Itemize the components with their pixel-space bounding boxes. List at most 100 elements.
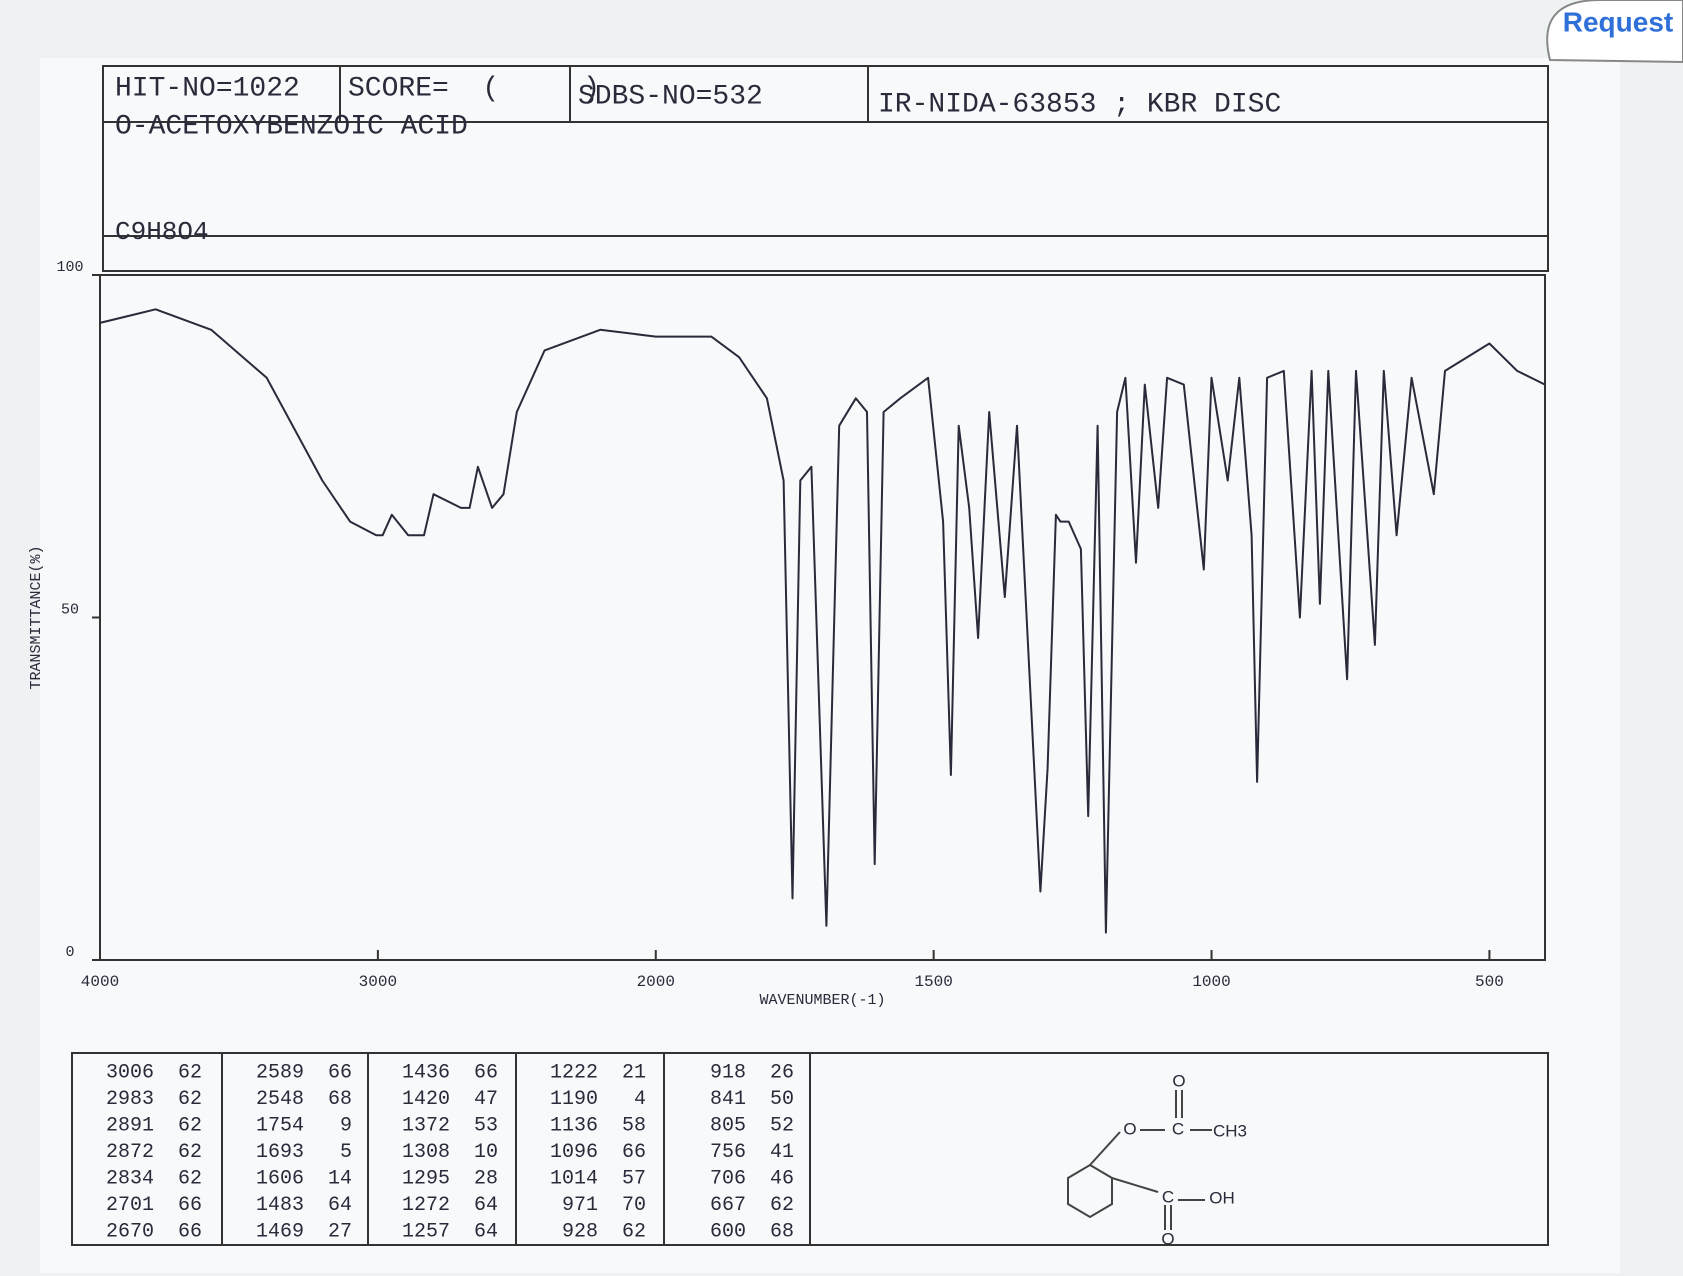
peak-transmittance: 47 xyxy=(474,1088,498,1111)
peak-wavenumber: 1693 xyxy=(256,1141,304,1164)
y-tick-label: 50 xyxy=(61,601,79,618)
atom-label: O xyxy=(1123,1119,1136,1138)
peak-transmittance: 62 xyxy=(178,1061,202,1084)
peak-wavenumber: 1483 xyxy=(256,1194,304,1217)
peak-wavenumber: 805 xyxy=(710,1114,746,1137)
plot: 0 50 100 4000 3000 2000 1500 1000 500 WAVENUMBER(… xyxy=(28,259,1546,1009)
peak-transmittance: 53 xyxy=(474,1114,498,1137)
atom-label: CH3 xyxy=(1213,1121,1247,1140)
x-axis-label: WAVENUMBER(-1) xyxy=(759,992,885,1009)
peak-transmittance: 57 xyxy=(622,1167,646,1190)
peak-transmittance: 62 xyxy=(622,1220,646,1243)
peak-transmittance: 62 xyxy=(178,1141,202,1164)
structure xyxy=(1067,1090,1212,1230)
peak-table-box xyxy=(71,1052,1549,1246)
peak-wavenumber: 756 xyxy=(710,1141,746,1164)
atom-label: C xyxy=(1162,1187,1174,1206)
peak-transmittance: 62 xyxy=(178,1114,202,1137)
request-button[interactable] xyxy=(1546,0,1683,64)
peak-wavenumber: 2834 xyxy=(106,1167,154,1190)
peak-wavenumber: 971 xyxy=(562,1194,598,1217)
peak-transmittance: 64 xyxy=(328,1194,352,1217)
peak-wavenumber: 2983 xyxy=(106,1088,154,1111)
formula: C9H8O4 xyxy=(115,217,209,247)
peak-transmittance: 41 xyxy=(770,1141,794,1164)
peak-wavenumber: 2548 xyxy=(256,1088,304,1111)
y-axis-label: TRANSMITTANCE(%) xyxy=(28,545,45,689)
spectrum-line xyxy=(99,308,1546,934)
peak-wavenumber: 2891 xyxy=(106,1114,154,1137)
peak-transmittance: 50 xyxy=(770,1088,794,1111)
peak-wavenumber: 1136 xyxy=(550,1114,598,1137)
peak-wavenumber: 706 xyxy=(710,1167,746,1190)
x-tick-label: 3000 xyxy=(359,973,397,991)
peak-transmittance: 9 xyxy=(340,1114,352,1137)
peak-wavenumber: 667 xyxy=(710,1194,746,1217)
x-tick-label: 4000 xyxy=(81,973,119,991)
peak-wavenumber: 1754 xyxy=(256,1114,304,1137)
peak-wavenumber: 2872 xyxy=(106,1141,154,1164)
peak-transmittance: 10 xyxy=(474,1141,498,1164)
peak-wavenumber: 1014 xyxy=(550,1167,598,1190)
request-label[interactable]: Request xyxy=(1563,6,1673,37)
peak-wavenumber: 600 xyxy=(710,1220,746,1243)
peak-transmittance: 68 xyxy=(328,1088,352,1111)
peak-wavenumber: 1469 xyxy=(256,1220,304,1243)
peak-transmittance: 66 xyxy=(328,1061,352,1084)
x-tick-label: 1000 xyxy=(1192,973,1230,991)
score: SCORE= ( ) xyxy=(348,73,600,104)
peak-wavenumber: 2701 xyxy=(106,1194,154,1217)
peak-transmittance: 62 xyxy=(178,1088,202,1111)
peak-transmittance: 70 xyxy=(622,1194,646,1217)
peak-transmittance: 62 xyxy=(178,1167,202,1190)
peak-transmittance: 66 xyxy=(474,1061,498,1084)
method: IR-NIDA-63853 ; KBR DISC xyxy=(878,89,1281,120)
peak-wavenumber: 1257 xyxy=(402,1220,450,1243)
peak-transmittance: 28 xyxy=(474,1167,498,1190)
peak-transmittance: 62 xyxy=(770,1194,794,1217)
peak-transmittance: 46 xyxy=(770,1167,794,1190)
peak-transmittance: 66 xyxy=(178,1194,202,1217)
peak-transmittance: 4 xyxy=(634,1088,646,1111)
peak-wavenumber: 918 xyxy=(710,1061,746,1084)
x-tick-label: 2000 xyxy=(637,973,675,991)
atom-label: OH xyxy=(1209,1188,1235,1207)
y-tick-label: 0 xyxy=(65,944,74,961)
peak-wavenumber: 1190 xyxy=(550,1088,598,1111)
x-tick-label: 500 xyxy=(1475,973,1504,991)
peak-wavenumber: 928 xyxy=(562,1220,598,1243)
hit-no: HIT-NO=1022 xyxy=(115,73,300,104)
y-tick-label: 100 xyxy=(56,259,83,276)
peak-wavenumber: 1372 xyxy=(402,1114,450,1137)
peak-wavenumber: 1272 xyxy=(402,1194,450,1217)
peak-transmittance: 58 xyxy=(622,1114,646,1137)
peak-transmittance: 66 xyxy=(178,1220,202,1243)
peak-transmittance: 68 xyxy=(770,1220,794,1243)
spectrum-sheet xyxy=(40,58,1620,1273)
compound-name: O-ACETOXYBENZOIC ACID xyxy=(115,111,468,142)
peak-transmittance: 66 xyxy=(622,1141,646,1164)
peak-transmittance: 21 xyxy=(622,1061,646,1084)
peak-transmittance: 64 xyxy=(474,1220,498,1243)
peak-transmittance: 14 xyxy=(328,1167,352,1190)
sdbs-no: SDBS-NO=532 xyxy=(578,81,763,112)
peak-wavenumber: 1606 xyxy=(256,1167,304,1190)
peak-wavenumber: 2670 xyxy=(106,1220,154,1243)
peak-wavenumber: 1420 xyxy=(402,1088,450,1111)
peak-transmittance: 5 xyxy=(340,1141,352,1164)
peak-wavenumber: 2589 xyxy=(256,1061,304,1084)
peak-wavenumber: 1096 xyxy=(550,1141,598,1164)
peak-wavenumber: 1436 xyxy=(402,1061,450,1084)
header-box xyxy=(102,65,1549,272)
peak-transmittance: 64 xyxy=(474,1194,498,1217)
x-tick-label: 1500 xyxy=(914,973,952,991)
atom-label: C xyxy=(1172,1119,1184,1138)
peak-wavenumber: 1222 xyxy=(550,1061,598,1084)
peak-transmittance: 52 xyxy=(770,1114,794,1137)
peak-wavenumber: 841 xyxy=(710,1088,746,1111)
atom-label: O xyxy=(1172,1071,1185,1090)
peak-transmittance: 26 xyxy=(770,1061,794,1084)
